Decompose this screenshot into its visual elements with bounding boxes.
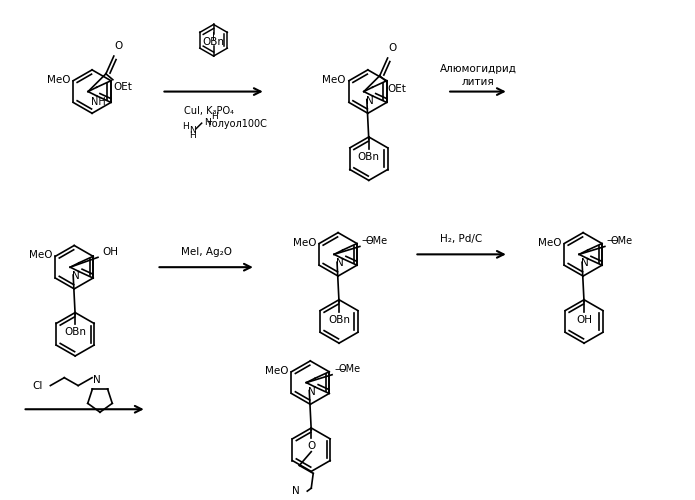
Text: MeI, Ag₂O: MeI, Ag₂O [181,248,231,258]
Text: лития: лития [461,76,494,86]
Text: OBn: OBn [358,152,379,162]
Text: MeO: MeO [265,366,288,376]
Text: O: O [115,41,123,51]
Text: H: H [211,112,218,120]
Text: N: N [93,374,101,384]
Text: OMe: OMe [611,236,633,246]
Text: Алюмогидрид: Алюмогидрид [439,64,516,74]
Text: MeO: MeO [293,238,316,248]
Text: OH: OH [102,248,118,258]
Text: I: I [212,32,215,42]
Text: OMe: OMe [366,236,388,246]
Text: MeO: MeO [538,238,562,248]
Text: N: N [204,118,211,126]
Text: OBn: OBn [328,314,350,324]
Text: —: — [334,364,345,374]
Text: толуол100С: толуол100С [207,119,268,129]
Text: N: N [366,96,373,106]
Text: OBn: OBn [64,328,86,338]
Text: MeO: MeO [28,250,52,260]
Text: N: N [581,258,589,268]
Text: NH: NH [91,96,106,106]
Text: OH: OH [576,314,592,324]
Text: O: O [389,43,397,53]
Text: H₂, Pd/C: H₂, Pd/C [441,234,483,244]
Text: CuI, K₃PO₄: CuI, K₃PO₄ [183,106,234,117]
Text: OMe: OMe [338,364,360,374]
Text: MeO: MeO [47,74,70,85]
Text: H: H [182,122,189,130]
Text: N: N [309,386,316,396]
Text: MeO: MeO [322,74,346,85]
Text: N: N [72,271,80,281]
Text: O: O [307,441,316,451]
Text: OBn: OBn [202,38,224,48]
Text: OEt: OEt [388,84,407,94]
Text: —: — [362,236,373,246]
Text: OEt: OEt [114,82,133,92]
Text: H: H [189,132,196,140]
Text: N: N [336,258,344,268]
Text: —: — [607,236,618,246]
Text: N: N [189,126,196,134]
Text: Cl: Cl [33,380,43,390]
Text: N: N [292,486,300,496]
